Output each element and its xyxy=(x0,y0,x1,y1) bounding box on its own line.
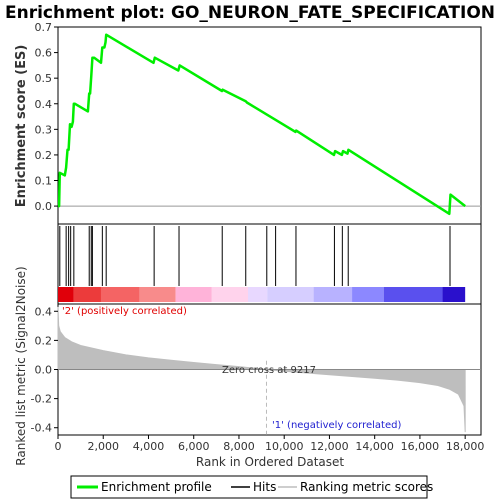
metric-tick-label-2: 0.0 xyxy=(35,364,53,377)
rank-bar-segment-6 xyxy=(248,287,268,302)
rank-color-bar xyxy=(58,287,466,302)
rank-bar-segment-5 xyxy=(211,287,249,302)
metric-tick-label-0: 0.4 xyxy=(35,305,53,318)
legend-label-enrichment: Enrichment profile xyxy=(101,480,212,494)
es-tick-label-5: 0.5 xyxy=(35,72,53,85)
rank-bar-segment-4 xyxy=(175,287,212,302)
metric-tick-label-3: -0.2 xyxy=(31,393,52,406)
rank-bar-segment-0 xyxy=(58,287,74,302)
es-tick-label-0: 0.0 xyxy=(35,200,53,213)
x-tick-label-0: 0 xyxy=(55,440,62,453)
metric-axis-label: Ranked list metric (Signal2Noise) xyxy=(14,266,28,465)
legend-label-metric: Ranking metric scores xyxy=(300,480,433,494)
axis-ticks: 0.0 0.1 0.2 0.3 0.4 0.5 0.6 0.7 0.4 0.2 0.0 -0.2 -0.… xyxy=(31,21,485,453)
x-tick-label-5: 10,000 xyxy=(265,440,304,453)
rank-bar-segment-8 xyxy=(313,287,353,302)
ranking-metric-area xyxy=(57,306,481,435)
x-tick-label-4: 8,000 xyxy=(223,440,255,453)
x-axis-label: Rank in Ordered Dataset xyxy=(196,455,344,469)
x-tick-label-8: 16,000 xyxy=(401,440,440,453)
legend-label-hits: Hits xyxy=(253,480,276,494)
es-panel-frame xyxy=(57,26,482,225)
es-tick-label-3: 0.3 xyxy=(35,123,53,136)
x-tick-label-2: 4,000 xyxy=(133,440,165,453)
x-tick-label-9: 18,000 xyxy=(446,440,485,453)
metric-tick-label-1: 0.2 xyxy=(35,334,53,347)
x-tick-label-1: 2,000 xyxy=(87,440,119,453)
negative-correlation-label: '1' (negatively correlated) xyxy=(272,420,401,431)
x-tick-label-7: 14,000 xyxy=(355,440,394,453)
zero-cross-label: Zero cross at 9217 xyxy=(222,365,316,376)
rank-bar-segment-10 xyxy=(383,287,443,302)
x-tick-label-6: 12,000 xyxy=(310,440,349,453)
rank-bar-segment-11 xyxy=(442,287,466,302)
hit-markers xyxy=(59,226,451,286)
rank-bar-segment-7 xyxy=(267,287,314,302)
enrichment-profile-line xyxy=(57,33,466,216)
rank-bar-segment-3 xyxy=(139,287,176,302)
es-tick-label-2: 0.2 xyxy=(35,149,53,162)
es-axis-label: Enrichment score (ES) xyxy=(14,45,29,208)
chart-title: Enrichment plot: GO_NEURON_FATE_SPECIFIC… xyxy=(5,3,495,23)
rank-bar-segment-2 xyxy=(100,287,140,302)
rank-bar-segment-1 xyxy=(73,287,101,302)
es-tick-label-6: 0.6 xyxy=(35,47,53,60)
es-tick-label-4: 0.4 xyxy=(35,98,53,111)
rank-bar-segment-9 xyxy=(352,287,384,302)
es-tick-label-7: 0.7 xyxy=(35,21,53,34)
positive-correlation-label: '2' (positively correlated) xyxy=(62,306,187,317)
legend: Enrichment profile Hits Ranking metric s… xyxy=(70,475,433,499)
x-tick-label-3: 6,000 xyxy=(178,440,210,453)
metric-tick-label-4: -0.4 xyxy=(31,422,52,435)
es-tick-label-1: 0.1 xyxy=(35,175,53,188)
enrichment-profile-series xyxy=(57,33,466,216)
